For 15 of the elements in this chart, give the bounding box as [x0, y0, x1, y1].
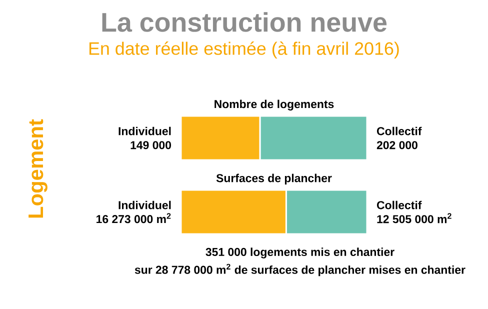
chart-subtitle: En date réelle estimée (à fin avril 2016) [89, 42, 399, 58]
series-label: Collectif [376, 200, 422, 210]
text: sur 28 778 000 m$^{2}$ de surfaces de plancher mises en chantier [134, 264, 466, 276]
data-label: 202 000 [376, 141, 418, 150]
chart-title: La construction neuve [102, 12, 387, 32]
y-tick-label: Surfaces de plancher [216, 174, 332, 184]
series-label: Individuel [118, 126, 171, 136]
text: 351 000 logements mis en chantier [206, 248, 394, 258]
data-label: 12 505 000 m$^{2}$ [377, 213, 452, 224]
series-label: Individuel [118, 200, 171, 210]
data-label: 149 000 [130, 141, 171, 150]
data-label: 16 273 000 m$^{2}$ [96, 213, 171, 224]
y-tick-label: Nombre de logements [214, 100, 334, 110]
series-label: Collectif [376, 126, 422, 136]
text: Logement [28, 119, 48, 218]
